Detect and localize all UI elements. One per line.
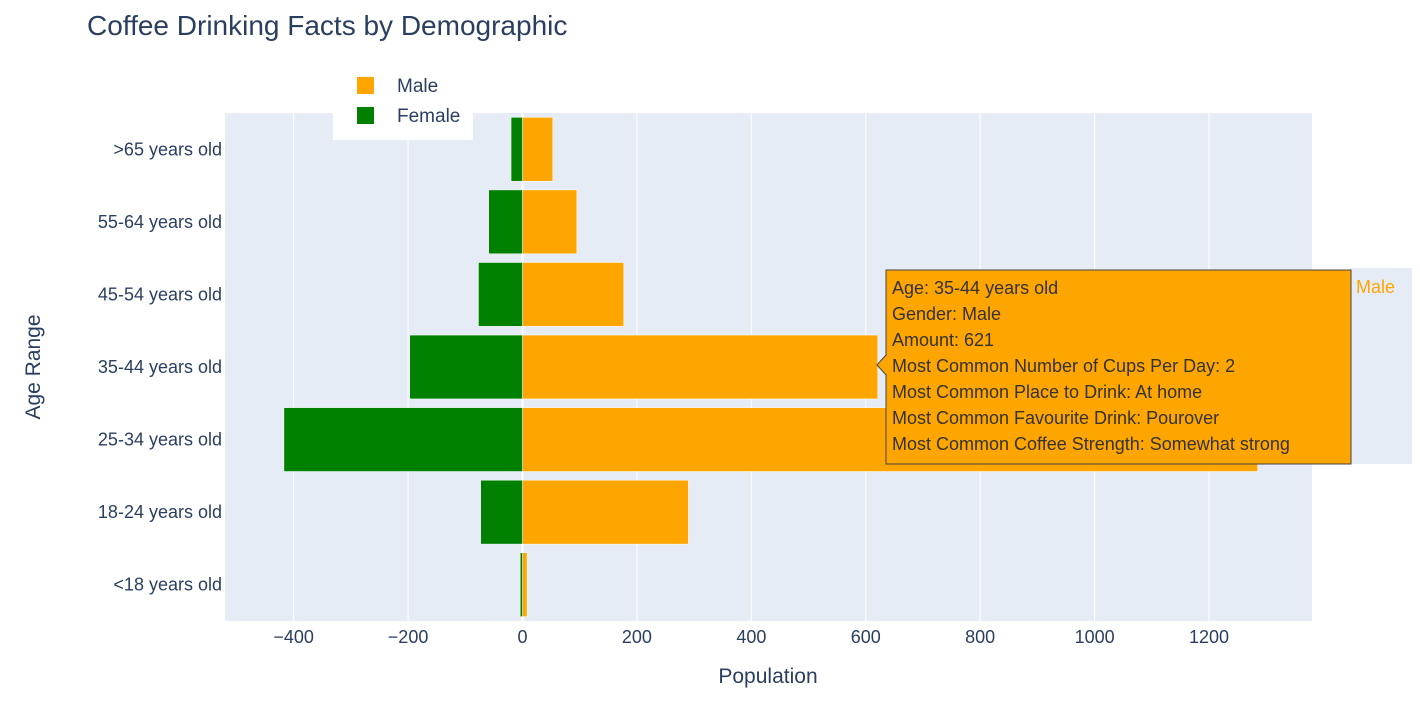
y-tick-labels: <18 years old 18-24 years old 25-34 years … — [98, 139, 222, 594]
y-tick-label-5: 55-64 years old — [98, 212, 222, 232]
y-tick-label-3: 35-44 years old — [98, 357, 222, 377]
y-tick-label-2: 25-34 years old — [98, 430, 222, 450]
x-tick-label-5: 600 — [851, 627, 881, 647]
legend-label-male[interactable]: Male — [397, 76, 438, 97]
y-tick-label-4: 45-54 years old — [98, 284, 222, 304]
tooltip-line-1: Gender: Male — [892, 304, 1001, 324]
x-tick-label-7: 1000 — [1075, 627, 1115, 647]
bar-female-4[interactable] — [478, 262, 523, 327]
y-tick-label-1: 18-24 years old — [98, 502, 222, 522]
x-tick-label-6: 800 — [965, 627, 995, 647]
tooltip-series-tag: Male — [1356, 277, 1395, 297]
tooltip-line-2: Amount: 621 — [892, 330, 994, 350]
bar-female-6[interactable] — [510, 117, 523, 182]
legend-background — [333, 70, 473, 140]
y-axis-title: Age Range — [22, 314, 45, 419]
bar-male-0[interactable] — [522, 552, 528, 617]
x-tick-label-4: 400 — [736, 627, 766, 647]
x-tick-label-1: −200 — [388, 627, 429, 647]
tooltip-line-3: Most Common Number of Cups Per Day: 2 — [892, 356, 1235, 376]
tooltip-line-6: Most Common Coffee Strength: Somewhat st… — [892, 434, 1290, 454]
bar-female-3[interactable] — [409, 334, 523, 400]
tooltip-line-5: Most Common Favourite Drink: Pourover — [892, 408, 1219, 428]
bar-male-6[interactable] — [522, 117, 554, 182]
bar-male-4[interactable] — [522, 262, 625, 327]
x-tick-label-0: −400 — [273, 627, 314, 647]
bar-male-1[interactable] — [522, 479, 689, 545]
bar-female-5[interactable] — [488, 189, 523, 255]
bar-male-3[interactable] — [522, 334, 879, 400]
legend-swatch-male[interactable] — [357, 77, 374, 94]
y-tick-label-6: >65 years old — [113, 139, 222, 159]
legend-label-female[interactable]: Female — [397, 106, 460, 127]
x-tick-label-8: 1200 — [1189, 627, 1229, 647]
legend-swatch-female[interactable] — [357, 107, 374, 124]
x-tick-labels: −400 −200 0 200 400 600 800 1000 1200 — [273, 627, 1229, 647]
bar-female-0[interactable] — [519, 552, 523, 617]
bar-male-5[interactable] — [522, 189, 578, 255]
tooltip-line-0: Age: 35-44 years old — [892, 278, 1058, 298]
x-axis-title: Population — [718, 665, 817, 688]
chart-title: Coffee Drinking Facts by Demographic — [87, 10, 567, 41]
tooltip-tag-background — [1350, 268, 1412, 464]
bar-female-2[interactable] — [283, 407, 523, 472]
y-tick-label-0: <18 years old — [113, 575, 222, 595]
tooltip-line-4: Most Common Place to Drink: At home — [892, 382, 1202, 402]
legend: Male Female — [333, 70, 473, 140]
tooltip-box — [885, 269, 1352, 465]
hover-tooltip: Male Age: 35-44 years old Gender: Male Amo… — [876, 268, 1412, 465]
bar-female-1[interactable] — [480, 479, 523, 545]
x-tick-label-3: 200 — [622, 627, 652, 647]
x-tick-label-2: 0 — [517, 627, 527, 647]
